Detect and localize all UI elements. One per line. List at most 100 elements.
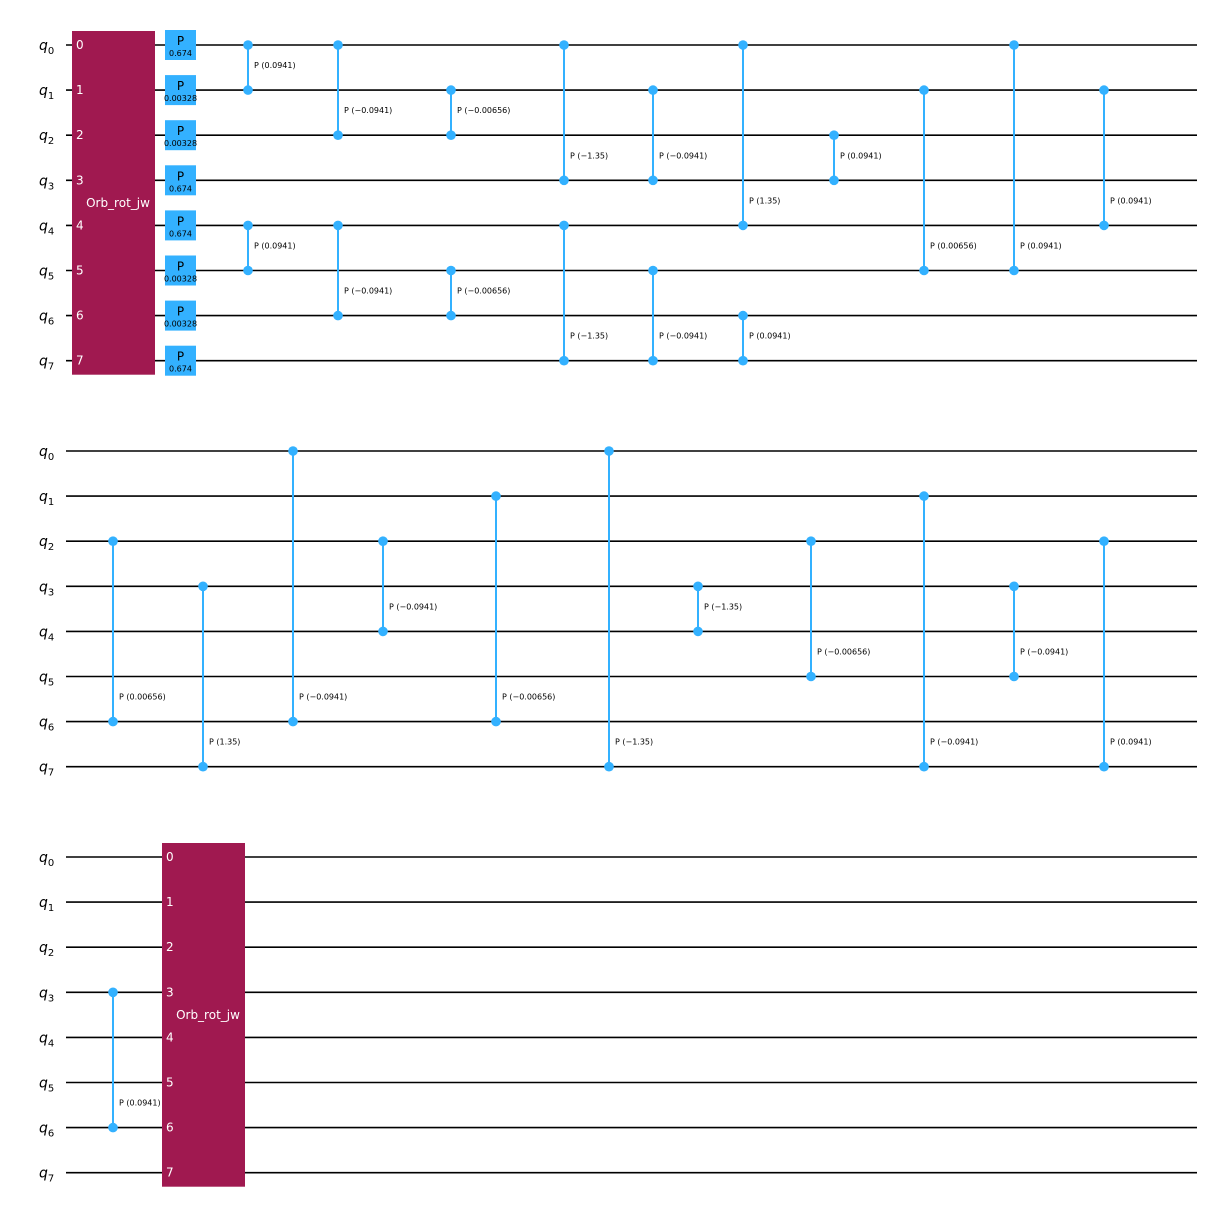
control-dot (333, 310, 343, 321)
control-dot (559, 220, 569, 231)
control-dot (693, 626, 703, 637)
controlled-phase-gate: P (0.0941) (738, 310, 791, 366)
controlled-phase-label: P (0.0941) (254, 242, 296, 251)
controlled-phase-label: P (−0.0941) (659, 151, 707, 160)
phase-gate-box (165, 75, 196, 106)
phase-gate-param: 0.674 (169, 184, 192, 193)
controlled-phase-gate: P (0.00656) (108, 536, 166, 727)
phase-gate-box (165, 210, 196, 241)
qubit-label-q6: q6 (39, 715, 54, 734)
control-dot (198, 761, 208, 772)
orb-rot-jw-block: 0 1 2 3 4 5 6 7 Orb_rot_jw (72, 31, 155, 375)
controlled-phase-gate: P (−1.35) (693, 581, 742, 637)
controlled-phase-gate: P (−0.00656) (491, 491, 555, 727)
control-dot (648, 85, 658, 95)
control-dot (198, 581, 208, 592)
orb-rot-jw-label: Orb_rot_jw (86, 196, 150, 210)
control-dot (1099, 536, 1109, 546)
phase-gate-param: 0.674 (169, 229, 192, 238)
control-dot (243, 40, 253, 50)
control-dot (559, 355, 569, 366)
controlled-phase-label: P (−0.00656) (502, 693, 555, 702)
phase-gate: P0.674 (165, 210, 196, 241)
orb-rot-jw-index: 1 (76, 83, 84, 97)
controlled-phase-label: P (−1.35) (615, 738, 653, 747)
control-dot (829, 130, 839, 140)
control-dot (604, 446, 614, 456)
qubit-label-q1: q1 (39, 489, 54, 508)
controlled-phase-gate: P (0.0941) (108, 987, 161, 1133)
phase-gate-param: 0.674 (169, 49, 192, 58)
orb-rot-jw-index: 3 (166, 985, 174, 999)
orb-rot-jw-label: Orb_rot_jw (176, 1008, 240, 1022)
controlled-phase-label: P (0.0941) (254, 61, 296, 70)
control-dot (108, 716, 118, 727)
control-dot (738, 220, 748, 231)
orb-rot-jw-index: 3 (76, 173, 84, 187)
controlled-phase-label: P (0.0941) (1020, 242, 1062, 251)
orb-rot-jw-index: 2 (166, 940, 174, 954)
phase-gate: P0.00328 (164, 300, 197, 331)
controlled-phase-label: P (0.00656) (119, 693, 166, 702)
control-dot (1009, 265, 1019, 276)
controlled-phase-label: P (0.0941) (1110, 196, 1152, 205)
orb-rot-jw-index: 4 (166, 1030, 174, 1044)
control-dot (1009, 40, 1019, 50)
orb-rot-jw-index: 0 (76, 38, 84, 52)
phase-gate-box (165, 165, 196, 196)
control-dot (738, 40, 748, 50)
phase-gate-name: P (177, 79, 184, 93)
phase-gate-box (165, 300, 196, 331)
phase-gate: P0.00328 (164, 255, 197, 286)
phase-gate-name: P (177, 34, 184, 48)
control-dot (1099, 761, 1109, 772)
control-dot (919, 491, 929, 501)
phase-gate-box (165, 255, 196, 286)
control-dot (378, 626, 388, 637)
controlled-phase-gate: P (0.0941) (1009, 40, 1062, 276)
controlled-phase-gate: P (−0.0941) (333, 220, 392, 321)
control-dot (491, 716, 501, 727)
control-dot (1009, 671, 1019, 682)
qubit-label-q2: q2 (39, 534, 54, 553)
controlled-phase-gate: P (−1.35) (604, 446, 653, 772)
controlled-phase-label: P (0.0941) (1110, 738, 1152, 747)
controlled-phase-label: P (0.0941) (840, 151, 882, 160)
control-dot (333, 40, 343, 50)
control-dot (108, 1122, 118, 1133)
controlled-phase-gate: P (0.00656) (919, 85, 977, 276)
phase-gate: P0.674 (165, 165, 196, 196)
controlled-phase-label: P (−0.00656) (457, 287, 510, 296)
control-dot (806, 671, 816, 682)
control-dot (919, 265, 929, 276)
controlled-phase-gate: P (1.35) (198, 581, 240, 772)
controlled-phase-label: P (−0.00656) (817, 648, 870, 657)
control-dot (559, 40, 569, 50)
control-dot (333, 130, 343, 140)
control-dot (108, 987, 118, 998)
controlled-phase-gate: P (0.0941) (829, 130, 882, 186)
phase-gate-name: P (177, 260, 184, 274)
phase-gate-name: P (177, 124, 184, 138)
controlled-phase-gate: P (−0.0941) (919, 491, 978, 772)
phase-gate-name: P (177, 305, 184, 319)
qubit-label-q5: q5 (39, 264, 54, 283)
orb-rot-jw-index: 4 (76, 218, 84, 232)
controlled-phase-gate: P (0.0941) (243, 220, 296, 276)
controlled-phase-label: P (1.35) (209, 738, 240, 747)
control-dot (288, 716, 298, 727)
controlled-phase-label: P (−0.0941) (1020, 648, 1068, 657)
phase-gate: P0.00328 (164, 75, 197, 106)
controlled-phase-gate: P (1.35) (738, 40, 780, 231)
controlled-phase-label: P (−0.0941) (344, 106, 392, 115)
orb-rot-jw-block-body (72, 31, 155, 375)
control-dot (446, 130, 456, 140)
qubit-label-q4: q4 (39, 218, 54, 237)
orb-rot-jw-index: 1 (166, 895, 174, 909)
controlled-phase-gate: P (0.0941) (243, 40, 296, 95)
qubit-label-q1: q1 (39, 895, 54, 914)
phase-gate: P0.674 (165, 30, 196, 60)
control-dot (243, 265, 253, 276)
qubit-label-q7: q7 (39, 1166, 54, 1185)
